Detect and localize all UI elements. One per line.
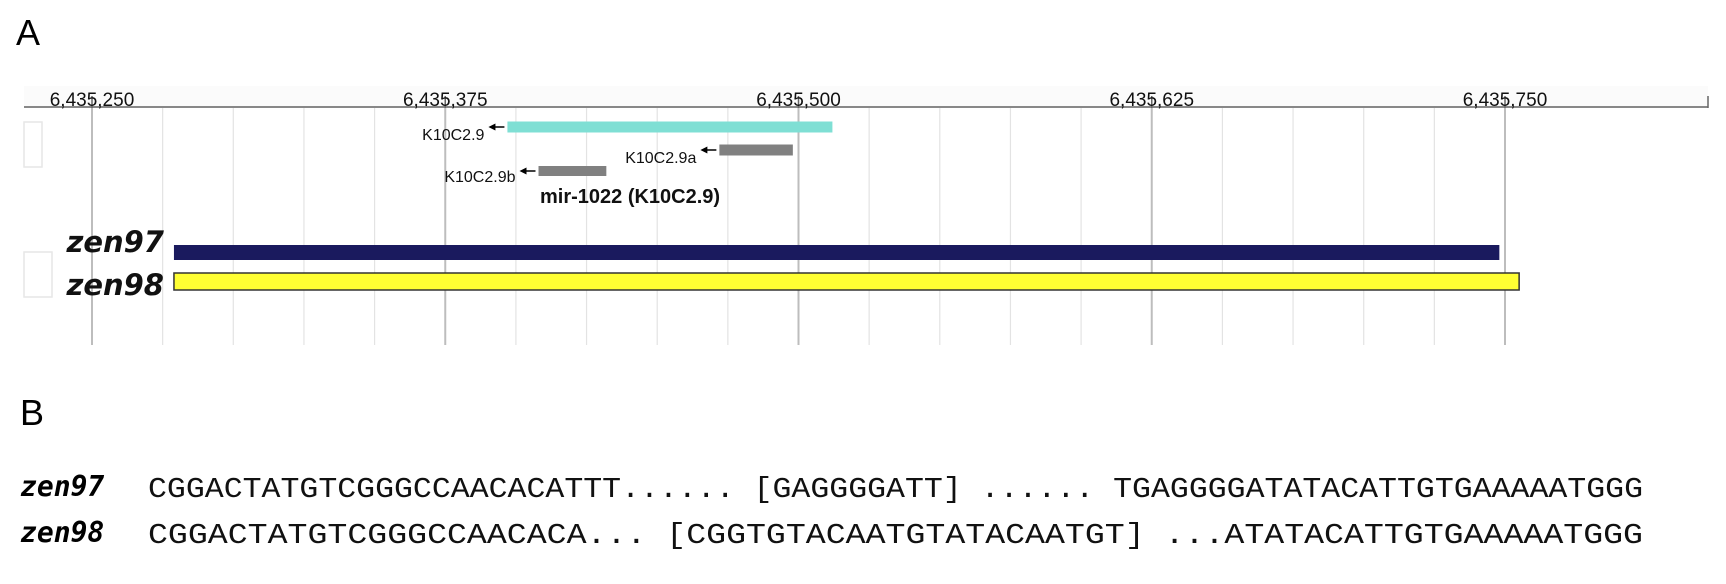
track-label-zen98: zen98 <box>65 268 164 302</box>
gene-bar-k10c2.9b <box>538 166 607 176</box>
gene-bar-k10c2.9a <box>719 144 793 156</box>
deletion-tracks: zen97 zen98 <box>65 225 1520 302</box>
strand-arrowhead <box>519 167 527 175</box>
track-handle <box>23 121 43 168</box>
sequence-label-zen97: zen97 <box>20 470 104 503</box>
panel-b-label: B <box>20 392 44 433</box>
gene-label-k10c2.9: K10C2.9 <box>422 127 484 144</box>
gene-label-k10c2.9a: K10C2.9a <box>625 150 696 167</box>
track-bar-zen97 <box>173 245 1500 260</box>
gene-label-k10c2.9b: K10C2.9b <box>444 169 515 186</box>
panel-a-label: A <box>16 12 40 53</box>
ruler-tick-label: 6,435,375 <box>403 90 488 111</box>
sequence-label-zen98: zen98 <box>20 516 104 549</box>
sequence-zen98: CGGACTATGTCGGGCCAACACA... [CGGTGTACAATGT… <box>148 519 1643 552</box>
gene-bar-k10c2.9 <box>507 121 833 133</box>
gene-track: K10C2.9 K10C2.9a K10C2.9b <box>422 121 833 186</box>
sequence-zen97: CGGACTATGTCGGGCCAACACATTT...... [GAGGGGA… <box>148 473 1643 506</box>
grid-lines <box>91 108 1506 345</box>
ruler-background <box>24 86 1708 106</box>
genome-browser-panel: 6,435,250 6,435,375 6,435,500 6,435,625 6,43… <box>23 86 1709 345</box>
mir-1022-label: mir-1022 (K10C2.9) <box>540 186 720 208</box>
track-bar-zen98 <box>173 272 1520 291</box>
ruler-tick-label: 6,435,250 <box>50 90 135 111</box>
strand-arrowhead <box>700 146 708 154</box>
ruler-ticks: 6,435,250 6,435,375 6,435,500 6,435,625 6,43… <box>50 90 1709 111</box>
track-handle <box>23 251 53 298</box>
ruler-tick-label: 6,435,500 <box>756 90 841 111</box>
ruler-tick-label: 6,435,625 <box>1109 90 1194 111</box>
track-label-zen97: zen97 <box>65 225 164 259</box>
ruler-tick-label: 6,435,750 <box>1463 90 1548 111</box>
strand-arrowhead <box>488 123 496 131</box>
sequence-panel: zen97 CGGACTATGTCGGGCCAACACATTT...... [G… <box>20 470 1643 552</box>
